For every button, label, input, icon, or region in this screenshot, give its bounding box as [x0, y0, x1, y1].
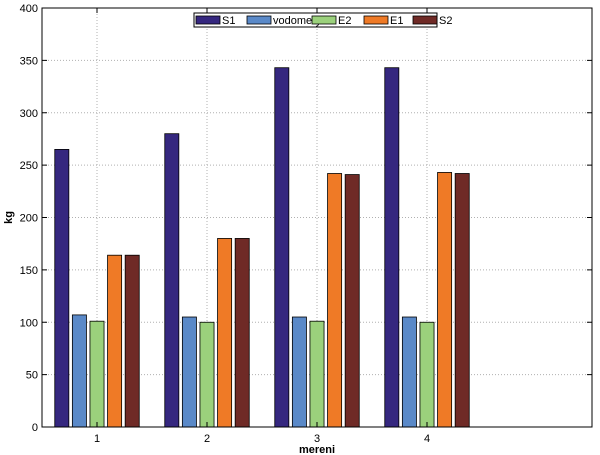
bar-E1-4	[437, 172, 453, 428]
x-tick-label: 2	[204, 433, 210, 445]
y-tick-label: 50	[26, 370, 38, 382]
bar-E2-2	[199, 321, 215, 428]
legend: S1 vodomery E2 E1 S2	[193, 12, 452, 28]
y-tick-label: 250	[20, 160, 38, 172]
legend-label: S2	[439, 15, 452, 27]
x-tick-label: 3	[314, 433, 320, 445]
bar-vodomery-4	[401, 316, 417, 428]
y-tick-label: 200	[20, 213, 38, 225]
legend-swatch	[412, 15, 438, 25]
y-tick-label: 300	[20, 108, 38, 120]
legend-label: E2	[338, 15, 351, 27]
bar-E2-3	[309, 320, 325, 428]
bar-S1-2	[164, 133, 180, 428]
bar-S2-1	[124, 254, 140, 428]
legend-swatch	[195, 15, 221, 25]
y-tick-label: 100	[20, 317, 38, 329]
legend-swatch	[246, 15, 272, 25]
bar-E1-1	[107, 254, 123, 428]
bar-E1-2	[217, 238, 233, 428]
legend-label: E1	[390, 15, 403, 27]
bars	[54, 67, 470, 428]
bar-S2-3	[344, 174, 360, 428]
bar-S2-2	[234, 238, 250, 428]
bar-S2-4	[454, 173, 470, 428]
y-tick-label: 400	[20, 3, 38, 15]
bar-S1-4	[384, 67, 400, 428]
bar-E1-3	[327, 173, 343, 428]
legend-label: S1	[222, 15, 235, 27]
legend-label: vodomery	[273, 15, 322, 27]
bar-E2-1	[89, 320, 105, 428]
x-tick-label: 1	[94, 433, 100, 445]
bar-vodomery-1	[71, 314, 87, 428]
y-tick-label: 350	[20, 55, 38, 67]
x-tick-label: 4	[424, 433, 430, 445]
bar-S1-1	[54, 149, 70, 428]
legend-swatch	[363, 15, 389, 25]
y-tick-label: 150	[20, 265, 38, 277]
x-axis-label: mereni	[299, 444, 335, 455]
bar-S1-3	[274, 67, 290, 428]
bar-vodomery-3	[291, 316, 307, 428]
axis-ticks: 0 50 100 150 200 250 300 350 400 1 2 3 4	[20, 3, 592, 445]
y-axis-label: kg	[3, 211, 15, 224]
bar-vodomery-2	[181, 316, 197, 428]
bar-E2-4	[419, 321, 435, 428]
grid	[42, 8, 592, 427]
legend-swatch	[311, 15, 337, 25]
y-tick-label: 0	[32, 422, 38, 434]
